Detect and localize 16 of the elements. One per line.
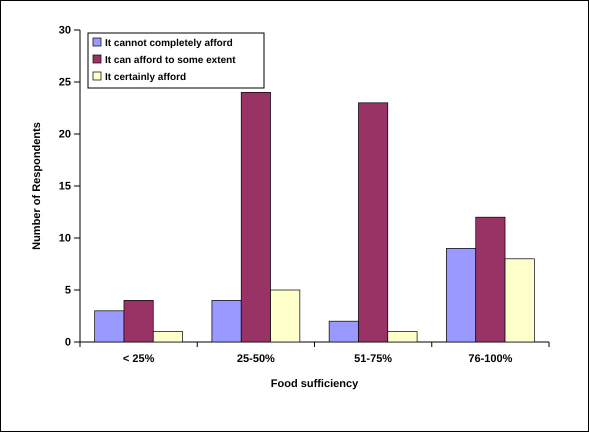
x-tick-label: 51-75% xyxy=(354,352,392,365)
y-axis-title: Number of Respondents xyxy=(31,122,43,250)
y-tick-label: 30 xyxy=(58,24,71,37)
y-tick-label: 20 xyxy=(58,128,71,141)
x-axis-title: Food sufficiency xyxy=(270,378,360,390)
y-tick-label: 0 xyxy=(64,336,71,349)
legend-label: It certainly afford xyxy=(105,72,186,83)
y-tick-label: 10 xyxy=(58,232,71,245)
x-tick-label: 76-100% xyxy=(468,352,513,365)
y-tick-label: 15 xyxy=(58,180,71,193)
legend-label: It can afford to some extent xyxy=(105,55,236,66)
x-tick-label: < 25% xyxy=(122,352,155,365)
y-tick-label: 5 xyxy=(64,284,71,297)
x-tick-label: 25-50% xyxy=(236,352,276,365)
y-tick-label: 25 xyxy=(58,76,71,89)
legend-label: It cannot completely afford xyxy=(105,38,233,49)
